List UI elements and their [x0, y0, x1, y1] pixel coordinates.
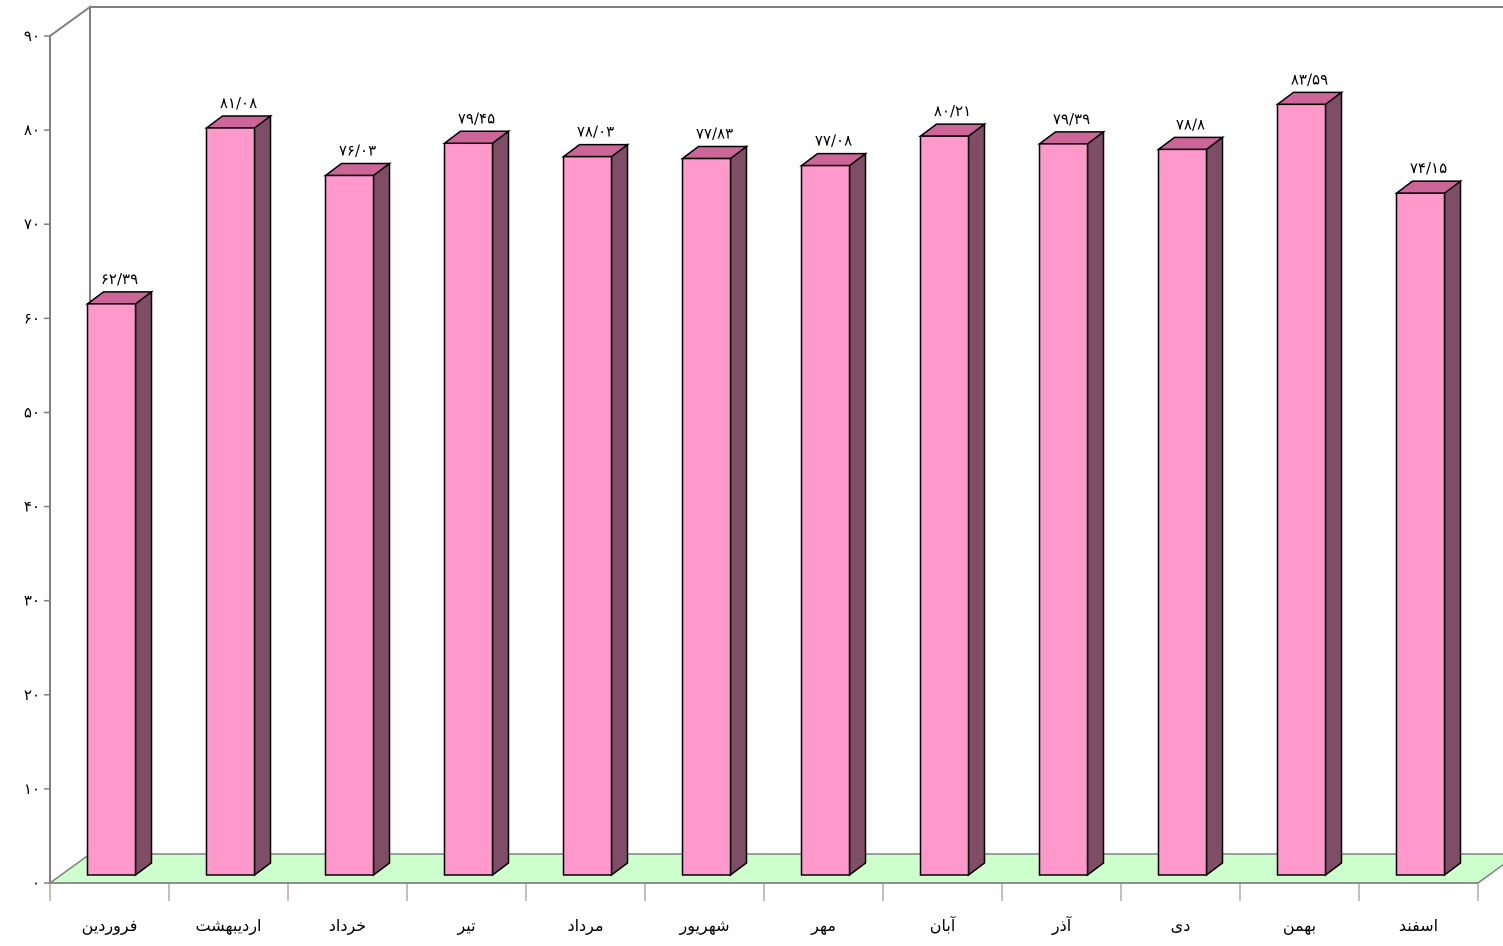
data-label: ۸۰/۲۱ — [934, 102, 971, 120]
bar — [1275, 90, 1344, 877]
data-label: ۷۷/۰۸ — [815, 132, 852, 150]
bar — [561, 143, 630, 877]
bar — [204, 114, 273, 877]
bar-front-face — [919, 135, 970, 876]
bar-front-face — [800, 164, 851, 876]
bar-front-face — [324, 174, 375, 876]
data-label: ۷۷/۸۳ — [696, 125, 733, 143]
y-tick-label: ۳۰ — [24, 592, 40, 610]
bar — [799, 152, 868, 877]
data-labels: ۶۲/۳۹ ۸۱/۰۸ ۷۶/۰۳ ۷۹/۴۵ ۷۸/۰۳ ۷۷/۸۳ ۷۷/۰۸ ۸۰/۲۱… — [101, 70, 1447, 288]
bar-front-face — [1157, 148, 1208, 876]
x-tick-label: آبان — [930, 916, 957, 935]
bar — [442, 129, 511, 877]
data-label: ۷۶/۰۳ — [339, 141, 376, 159]
data-label: ۷۹/۳۹ — [1053, 110, 1090, 128]
x-tick-label: اسفند — [1399, 916, 1438, 935]
data-label: ۷۴/۱۵ — [1410, 159, 1447, 177]
bar — [323, 161, 392, 877]
y-tick-label: ۹۰ — [24, 27, 40, 45]
y-axis: ۰ ۱۰ ۲۰ ۳۰ ۴۰ ۵۰ ۶۰ ۷۰ ۸۰ ۹۰ — [24, 27, 50, 892]
bar-front-face — [1276, 103, 1327, 876]
bar — [1394, 179, 1463, 877]
bar-side-face — [967, 122, 986, 877]
bar-side-face — [729, 145, 748, 877]
x-tick-label: خرداد — [329, 916, 366, 936]
data-label: ۶۲/۳۹ — [101, 270, 138, 288]
bar-front-face — [1395, 192, 1446, 876]
y-tick-label: ۴۰ — [24, 498, 40, 516]
bar-side-face — [372, 161, 391, 877]
bar-front-face — [562, 155, 613, 876]
bar-side-face — [1443, 179, 1462, 877]
bar-side-face — [610, 143, 629, 877]
data-label: ۸۳/۵۹ — [1291, 70, 1328, 88]
x-axis: فروردین اردیبهشت خرداد تیر مرداد شهریور مهر آبا… — [49, 882, 1479, 936]
data-label: ۷۸/۰۳ — [577, 123, 614, 141]
bar — [1156, 135, 1225, 877]
bar — [1037, 130, 1106, 877]
back-wall — [50, 7, 1503, 883]
bar-front-face — [205, 127, 256, 876]
x-tick-label: تیر — [456, 916, 475, 936]
data-label: ۸۱/۰۸ — [220, 94, 257, 112]
x-tick-label: بهمن — [1283, 916, 1316, 936]
x-tick-label: فروردین — [82, 916, 138, 936]
bar-side-face — [1205, 135, 1224, 877]
y-tick-label: ۵۰ — [24, 403, 40, 421]
x-tick-label: اردیبهشت — [196, 916, 262, 936]
bar — [85, 290, 154, 877]
x-tick-label: مهر — [810, 916, 836, 936]
y-tick-label: ۲۰ — [24, 686, 40, 704]
bar — [680, 145, 749, 877]
y-tick-label: ۱۰ — [24, 780, 40, 798]
bar-front-face — [443, 142, 494, 876]
x-tick-label: دی — [1171, 916, 1191, 935]
bar-front-face — [681, 157, 732, 876]
bar-series — [85, 90, 1463, 877]
bar-side-face — [253, 114, 272, 877]
data-label: ۷۸/۸ — [1176, 115, 1205, 133]
chart-walls — [47, 5, 1503, 884]
bar-front-face — [86, 303, 137, 876]
y-tick-label: ۰ — [32, 874, 40, 892]
x-tick-label: شهریور — [678, 916, 729, 936]
y-tick-label: ۷۰ — [24, 215, 40, 233]
y-tick-label: ۸۰ — [24, 121, 40, 139]
x-tick-label: آذر — [1051, 916, 1073, 936]
bar-front-face — [1038, 143, 1089, 876]
bar — [918, 122, 987, 877]
bar-side-face — [1086, 130, 1105, 877]
bar-side-face — [1324, 90, 1343, 877]
x-tick-label: مرداد — [567, 916, 603, 936]
bar-side-face — [134, 290, 153, 877]
bar-side-face — [491, 129, 510, 877]
data-label: ۷۹/۴۵ — [458, 109, 495, 127]
bar-side-face — [848, 152, 867, 877]
y-tick-label: ۶۰ — [24, 309, 40, 327]
